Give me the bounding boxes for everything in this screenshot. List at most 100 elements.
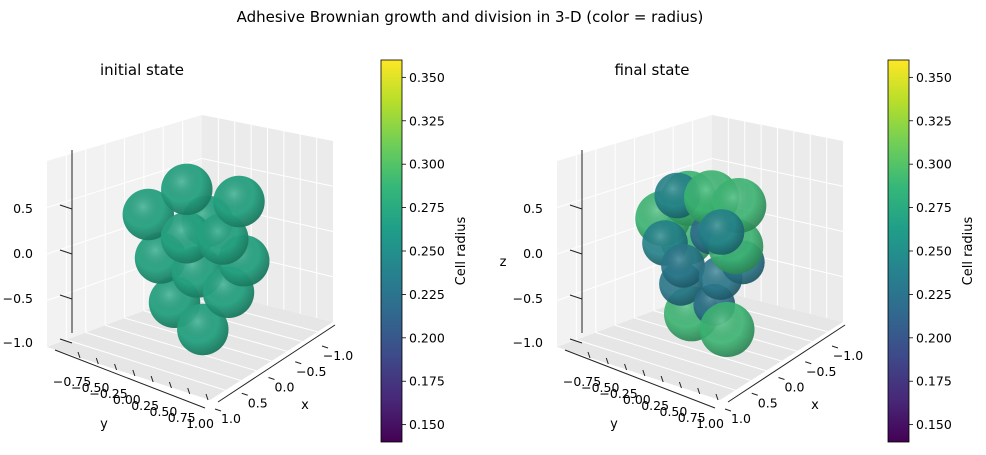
- y-tick-mark: [205, 393, 209, 401]
- plot-panel: 0.50.0−0.5−1.0−0.75−0.50−0.250.000.250.5…: [3, 61, 354, 432]
- z-tick-mark: [59, 294, 73, 300]
- x-tick-mark: [295, 361, 302, 365]
- x-tick-mark: [751, 392, 758, 396]
- z-tick-label: −1.0: [3, 335, 33, 350]
- x-tick-mark: [724, 408, 732, 412]
- y-tick-label: 0.00: [623, 392, 651, 407]
- colorbar-tick-label: 0.200: [409, 330, 445, 345]
- y-tick-mark: [660, 375, 664, 383]
- y-tick-label: 0.00: [113, 392, 141, 407]
- y-tick-label: 1.00: [696, 416, 724, 431]
- y-axis-line: [564, 349, 716, 409]
- plot-panel: 0.50.0−0.5−1.0−0.75−0.50−0.250.000.250.5…: [500, 61, 864, 432]
- y-tick-label: 0.75: [168, 410, 196, 425]
- z-tick-label: 0.0: [523, 246, 543, 261]
- colorbar-tick-label: 0.225: [916, 287, 952, 302]
- y-tick-label: 0.50: [150, 404, 178, 419]
- x-tick-label: 0.5: [248, 395, 268, 410]
- x-tick-mark: [268, 377, 275, 380]
- x-tick-label: 0.0: [275, 380, 295, 395]
- y-tick-mark: [114, 363, 118, 371]
- y-tick-label: 0.25: [131, 398, 159, 413]
- colorbar-tick-label: 0.350: [409, 70, 445, 85]
- colorbar-tick-label: 0.175: [409, 374, 445, 389]
- colorbar-tick-label: 0.150: [409, 417, 445, 432]
- colorbar: 0.350 0.325 0.300 0.275 0.250 0.225 0.200 0.175…: [380, 59, 469, 443]
- colorbar-tick-label: 0.300: [409, 157, 445, 172]
- z-tick-label: −0.5: [513, 291, 543, 306]
- gridline: [556, 158, 713, 208]
- colorbar-tick-label: 0.225: [409, 287, 445, 302]
- cell-sphere-shade: [698, 209, 745, 255]
- gridline: [614, 324, 767, 372]
- y-tick-mark: [678, 381, 682, 389]
- x-tick-mark: [321, 345, 329, 349]
- y-tick-label: −0.50: [581, 380, 619, 395]
- z-tick-label: 0.5: [523, 201, 543, 216]
- y-tick-mark: [95, 357, 99, 365]
- colorbar-label: Cell radius: [961, 216, 976, 285]
- z-axis-label: z: [500, 255, 507, 270]
- cell-sphere-shade: [699, 302, 755, 357]
- z-tick-label: 0.5: [13, 201, 33, 216]
- cell-sphere-shade: [161, 163, 213, 215]
- cell-sphere-shade: [122, 188, 174, 241]
- cell-sphere-shade: [213, 175, 265, 228]
- colorbar-tick-label: 0.250: [916, 244, 952, 259]
- x-axis-label: x: [811, 398, 819, 413]
- x-tick-label: −0.5: [296, 364, 326, 379]
- x-axis-line: [217, 324, 336, 403]
- y-axis-label: y: [100, 417, 108, 432]
- y-tick-label: 0.75: [678, 410, 706, 425]
- z-tick-mark: [59, 204, 73, 210]
- plot-title: final state: [614, 61, 689, 79]
- y-tick-mark: [187, 387, 191, 395]
- gridline: [595, 332, 751, 381]
- y-tick-label: 1.00: [186, 416, 214, 431]
- y-tick-mark: [642, 369, 646, 377]
- y-tick-mark: [624, 363, 628, 371]
- colorbar-tick-label: 0.325: [916, 113, 952, 128]
- colorbar-tick-label: 0.275: [409, 200, 445, 215]
- x-tick-label: −1.0: [833, 348, 863, 363]
- y-tick-mark: [587, 351, 591, 359]
- x-tick-mark: [214, 408, 222, 412]
- x-tick-label: −0.5: [806, 364, 836, 379]
- x-tick-label: 0.5: [758, 395, 778, 410]
- y-tick-label: −0.50: [71, 380, 109, 395]
- x-tick-label: 0.0: [785, 380, 805, 395]
- y-tick-label: 0.50: [660, 404, 688, 419]
- colorbar-tick-label: 0.200: [916, 330, 952, 345]
- x-tick-mark: [241, 392, 248, 396]
- colorbar-tick-label: 0.300: [916, 157, 952, 172]
- x-tick-mark: [805, 361, 812, 365]
- gridline: [104, 324, 257, 372]
- z-tick-label: −1.0: [513, 335, 543, 350]
- x-axis-line: [727, 324, 846, 403]
- z-tick-mark: [569, 249, 583, 255]
- x-tick-mark: [831, 345, 839, 349]
- z-tick-label: 0.0: [13, 246, 33, 261]
- cell-sphere-shade: [177, 303, 229, 356]
- colorbar-gradient: [887, 59, 910, 443]
- y-axis-line: [54, 349, 206, 409]
- y-tick-label: −0.75: [563, 374, 601, 389]
- y-tick-mark: [77, 351, 81, 359]
- y-tick-mark: [150, 375, 154, 383]
- colorbar-tick-label: 0.250: [409, 244, 445, 259]
- colorbar-tick-label: 0.275: [916, 200, 952, 215]
- y-tick-label: 0.25: [641, 398, 669, 413]
- z-tick-mark: [569, 204, 583, 210]
- colorbar-label: Cell radius: [454, 216, 469, 285]
- y-tick-label: −0.25: [89, 386, 127, 401]
- z-tick-label: −0.5: [3, 291, 33, 306]
- colorbar-tick-label: 0.175: [916, 374, 952, 389]
- x-tick-label: −1.0: [323, 348, 353, 363]
- plot-title: initial state: [100, 61, 184, 79]
- z-tick-mark: [569, 338, 583, 344]
- gridline: [85, 332, 241, 381]
- y-tick-mark: [715, 393, 719, 401]
- y-tick-mark: [605, 357, 609, 365]
- cell-sphere-shade: [661, 243, 705, 288]
